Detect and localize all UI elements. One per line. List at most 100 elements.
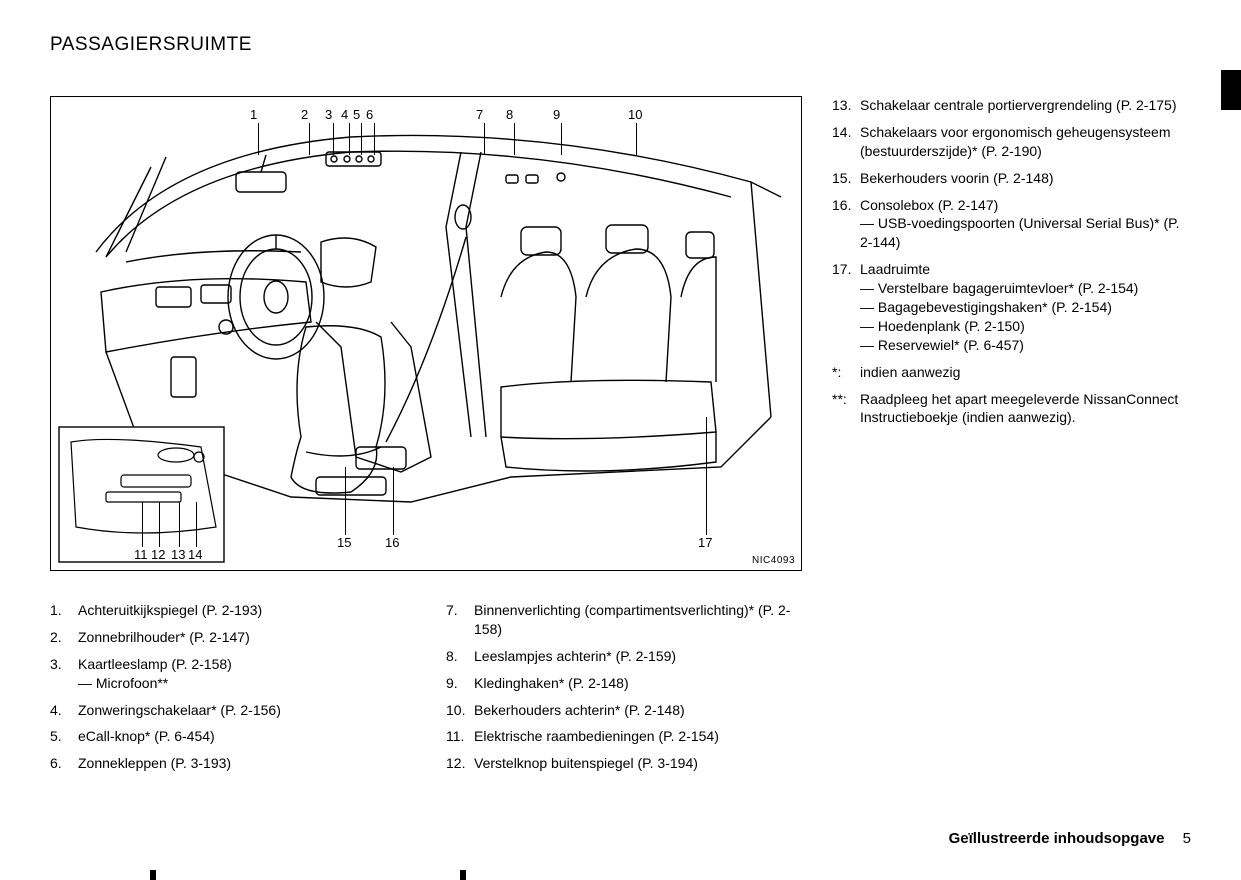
legend-text: Zonnebrilhouder* (P. 2-147) <box>78 628 406 647</box>
callout-number: 11 <box>134 547 148 562</box>
callout-leader <box>514 123 515 155</box>
footnote-item: **:Raadpleeg het apart meegeleverde Niss… <box>832 390 1191 428</box>
diagram-id: NIC4093 <box>752 555 795 566</box>
callout-number: 2 <box>301 107 308 122</box>
thumb-tab <box>1221 70 1241 110</box>
legend-columns-below: 1.Achteruitkijkspiegel (P. 2-193)2.Zonne… <box>50 601 802 781</box>
page-footer: Geïllustreerde inhoudsopgave 5 <box>949 830 1191 847</box>
legend-col-1: 1.Achteruitkijkspiegel (P. 2-193)2.Zonne… <box>50 601 406 781</box>
callout-leader <box>393 467 394 535</box>
legend-text: Zonnekleppen (P. 3-193) <box>78 754 406 773</box>
legend-item: 12.Verstelknop buitenspiegel (P. 3-194) <box>446 754 802 773</box>
callout-number: 14 <box>188 547 202 562</box>
legend-item: 3.Kaartleeslamp (P. 2-158)— Microfoon** <box>50 655 406 693</box>
legend-text: Schakelaars voor ergonomisch geheugensys… <box>860 123 1191 161</box>
legend-number: 1. <box>50 601 78 620</box>
legend-subitem: — USB-voedingspoorten (Universal Serial … <box>860 214 1191 252</box>
legend-item: 16.Consolebox (P. 2-147)— USB-voedingspo… <box>832 196 1191 253</box>
footer-page-number: 5 <box>1183 830 1191 847</box>
legend-item: 8.Leeslampjes achterin* (P. 2-159) <box>446 647 802 666</box>
callout-number: 5 <box>353 107 360 122</box>
callout-leader <box>374 123 375 155</box>
callout-number: 15 <box>337 535 351 550</box>
callout-leader <box>258 123 259 155</box>
legend-text: Zonweringschakelaar* (P. 2-156) <box>78 701 406 720</box>
content-area: NIC4093 1234567891011121314151617 1.Acht… <box>50 96 1191 781</box>
callout-leader <box>309 123 310 155</box>
legend-text: Binnenverlichting (compartimentsverlicht… <box>474 601 802 639</box>
legend-text: Elektrische raambedieningen (P. 2-154) <box>474 727 802 746</box>
car-interior-svg <box>51 97 801 570</box>
footnote-text: indien aanwezig <box>860 363 960 382</box>
footnote-symbol: **: <box>832 390 860 428</box>
legend-subitem: — Hoedenplank (P. 2-150) <box>860 317 1191 336</box>
legend-item: 2.Zonnebrilhouder* (P. 2-147) <box>50 628 406 647</box>
legend-number: 8. <box>446 647 474 666</box>
callout-number: 9 <box>553 107 560 122</box>
callout-number: 7 <box>476 107 483 122</box>
callout-number: 3 <box>325 107 332 122</box>
legend-col-3: 13.Schakelaar centrale portiervergrendel… <box>832 96 1191 355</box>
legend-number: 3. <box>50 655 78 693</box>
legend-text: Kledinghaken* (P. 2-148) <box>474 674 802 693</box>
footnote-text: Raadpleeg het apart meegeleverde NissanC… <box>860 390 1191 428</box>
legend-number: 15. <box>832 169 860 188</box>
callout-number: 6 <box>366 107 373 122</box>
legend-text: eCall-knop* (P. 6-454) <box>78 727 406 746</box>
left-column: NIC4093 1234567891011121314151617 1.Acht… <box>50 96 802 781</box>
legend-number: 16. <box>832 196 860 253</box>
legend-number: 5. <box>50 727 78 746</box>
right-column: 13.Schakelaar centrale portiervergrendel… <box>832 96 1191 781</box>
legend-number: 12. <box>446 754 474 773</box>
callout-leader <box>361 123 362 155</box>
legend-item: 17.Laadruimte— Verstelbare bagageruimtev… <box>832 260 1191 354</box>
callout-leader <box>142 502 143 547</box>
legend-text: Laadruimte— Verstelbare bagageruimtevloe… <box>860 260 1191 354</box>
callout-leader <box>484 123 485 155</box>
legend-item: 4.Zonweringschakelaar* (P. 2-156) <box>50 701 406 720</box>
footnotes: *:indien aanwezig**:Raadpleeg het apart … <box>832 363 1191 428</box>
legend-number: 11. <box>446 727 474 746</box>
page-title: PASSAGIERSRUIMTE <box>50 34 1191 56</box>
callout-leader <box>561 123 562 155</box>
footer-section: Geïllustreerde inhoudsopgave <box>949 830 1165 847</box>
legend-text: Bekerhouders voorin (P. 2-148) <box>860 169 1191 188</box>
legend-text: Schakelaar centrale portiervergrendeling… <box>860 96 1191 115</box>
callout-leader <box>159 502 160 547</box>
callout-number: 4 <box>341 107 348 122</box>
legend-col-2: 7.Binnenverlichting (compartimentsverlic… <box>446 601 802 781</box>
callout-leader <box>196 502 197 547</box>
legend-item: 15.Bekerhouders voorin (P. 2-148) <box>832 169 1191 188</box>
callout-number: 1 <box>250 107 257 122</box>
callout-number: 13 <box>171 547 185 562</box>
callout-leader <box>349 123 350 155</box>
legend-text: Achteruitkijkspiegel (P. 2-193) <box>78 601 406 620</box>
legend-number: 14. <box>832 123 860 161</box>
legend-item: 11.Elektrische raambedieningen (P. 2-154… <box>446 727 802 746</box>
callout-number: 12 <box>151 547 165 562</box>
legend-number: 9. <box>446 674 474 693</box>
legend-item: 7.Binnenverlichting (compartimentsverlic… <box>446 601 802 639</box>
legend-text: Leeslampjes achterin* (P. 2-159) <box>474 647 802 666</box>
callout-number: 17 <box>698 535 712 550</box>
callout-leader <box>636 123 637 155</box>
legend-number: 4. <box>50 701 78 720</box>
legend-number: 13. <box>832 96 860 115</box>
legend-subitem: — Verstelbare bagageruimtevloer* (P. 2-1… <box>860 279 1191 298</box>
legend-number: 10. <box>446 701 474 720</box>
legend-number: 2. <box>50 628 78 647</box>
legend-item: 6.Zonnekleppen (P. 3-193) <box>50 754 406 773</box>
callout-leader <box>706 417 707 535</box>
legend-item: 1.Achteruitkijkspiegel (P. 2-193) <box>50 601 406 620</box>
legend-subitem: — Bagagebevestigingshaken* (P. 2-154) <box>860 298 1191 317</box>
callout-number: 8 <box>506 107 513 122</box>
legend-item: 14.Schakelaars voor ergonomisch geheugen… <box>832 123 1191 161</box>
callout-leader <box>345 467 346 535</box>
footnote-symbol: *: <box>832 363 860 382</box>
legend-item: 13.Schakelaar centrale portiervergrendel… <box>832 96 1191 115</box>
legend-text: Verstelknop buitenspiegel (P. 3-194) <box>474 754 802 773</box>
callout-number: 16 <box>385 535 399 550</box>
legend-number: 7. <box>446 601 474 639</box>
legend-number: 17. <box>832 260 860 354</box>
legend-subitem: — Microfoon** <box>78 674 406 693</box>
